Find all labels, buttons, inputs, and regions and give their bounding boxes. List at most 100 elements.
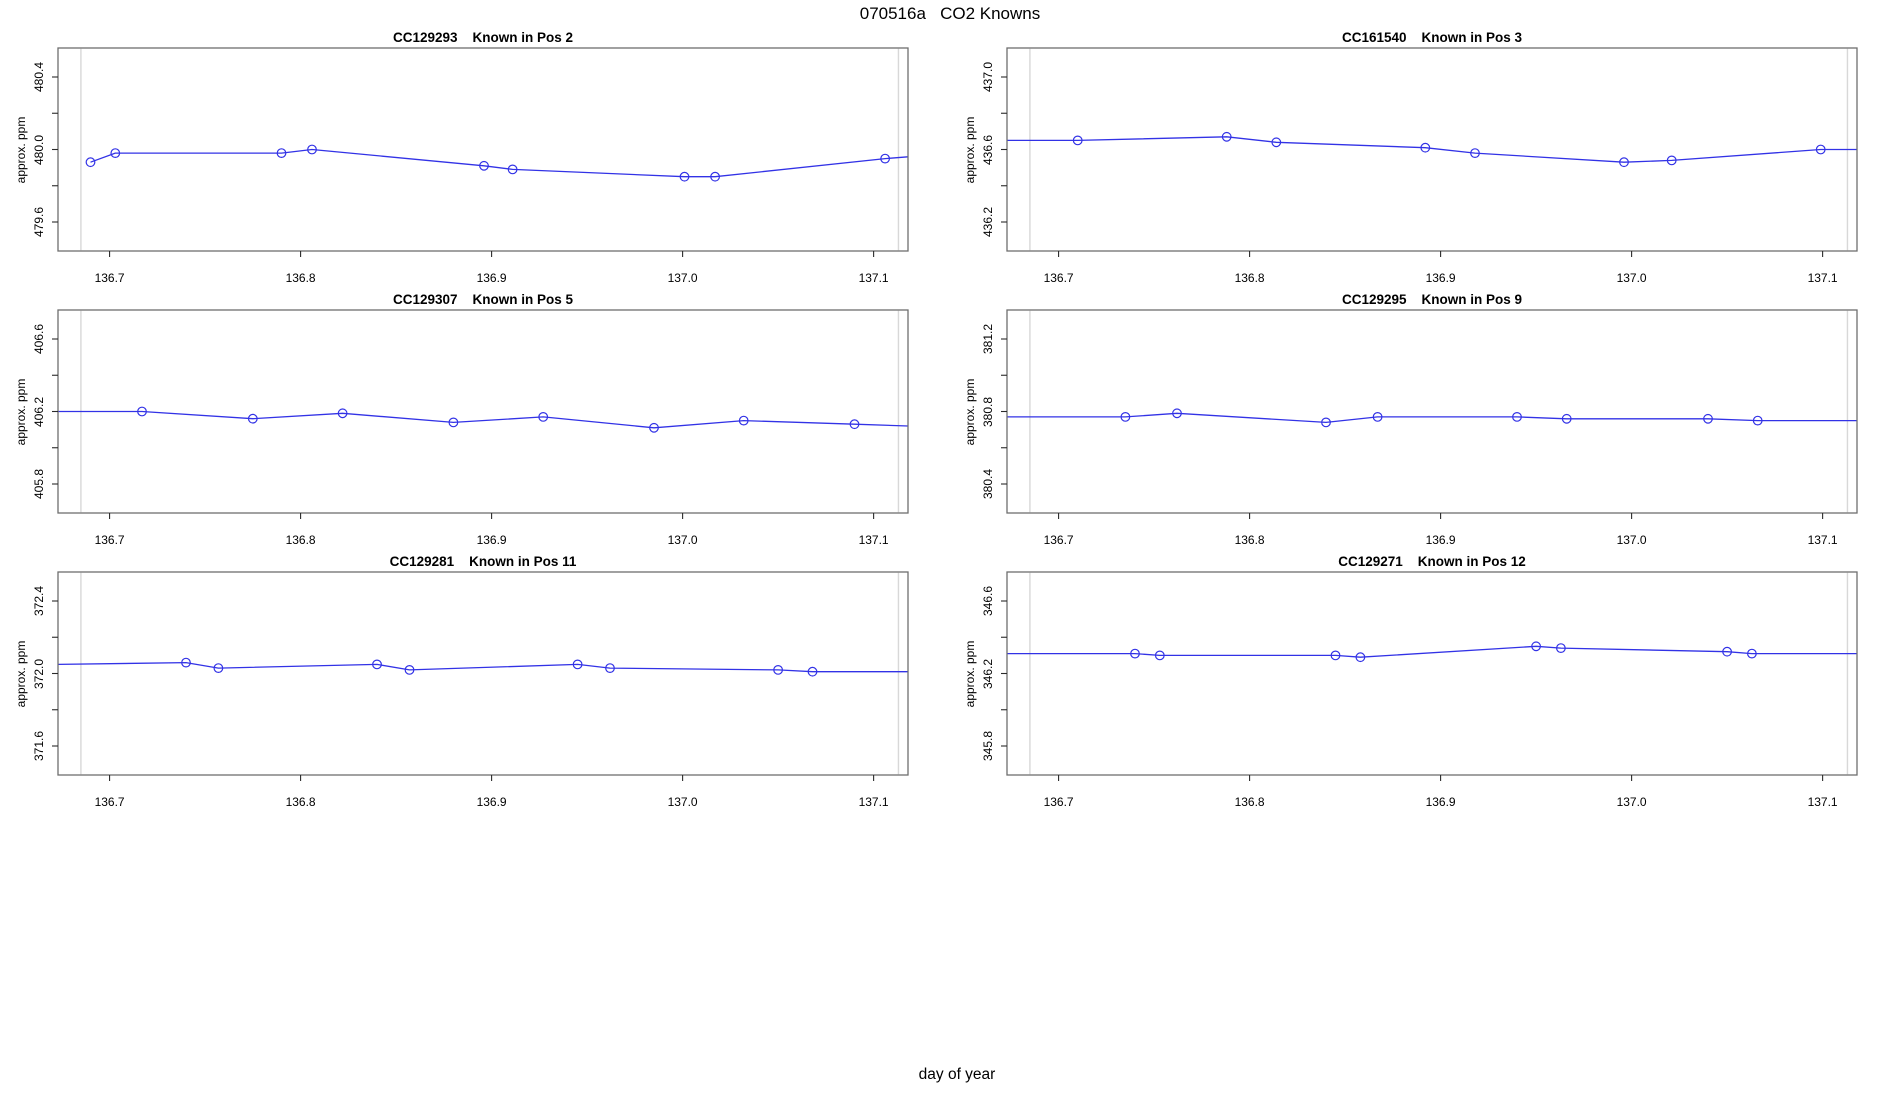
data-point [1172,408,1182,419]
y-tick-label: 436.2 [981,206,995,238]
y-tick-label: 346.6 [981,585,995,617]
y-tick-label: 345.8 [981,730,995,762]
x-tick-label: 136.9 [1425,533,1456,547]
data-point [1531,641,1541,652]
data-point [738,415,749,426]
data-point [448,417,459,428]
data-point [1154,650,1165,661]
x-tick-label: 136.9 [476,795,507,809]
data-line [90,148,909,178]
data-point [213,663,224,673]
y-tick-label: 381.2 [981,323,995,355]
data-point [1561,413,1572,424]
data-point [372,659,382,670]
x-tick-label: 136.8 [285,533,316,547]
chart-plot-pos9 [1001,309,1858,519]
x-tick-label: 136.7 [1043,533,1074,547]
data-point [1221,131,1232,142]
data-point [1130,648,1140,659]
data-point [181,657,191,668]
y-tick-label: 436.6 [981,134,995,165]
y-axis-title: approx. ppm [963,378,977,445]
data-point [880,153,890,164]
panel-title: CC129293 Known in Pos 2 [392,30,574,45]
y-tick-label: 371.6 [32,730,46,762]
x-tick-label: 137.1 [1807,271,1838,285]
data-point [710,171,720,182]
data-point [572,659,583,670]
data-point [1666,155,1677,166]
data-point [649,422,659,433]
panel-title: CC129295 Known in Pos 9 [1341,292,1523,307]
data-point [773,664,783,675]
data-point [1747,648,1757,659]
y-tick-label: 405.8 [32,468,46,500]
x-tick-label: 137.0 [667,795,698,809]
data-point [1072,135,1083,146]
data-point [807,666,818,677]
x-tick-label: 137.1 [1807,795,1838,809]
data-point [137,406,147,417]
data-point [1752,415,1763,426]
x-tick-label: 137.0 [1616,271,1647,285]
chart-plot-pos12 [1001,571,1858,781]
data-point [507,164,518,175]
y-axis-title: approx. ppm [14,116,28,183]
data-point [337,408,348,419]
x-tick-label: 136.8 [285,795,316,809]
data-point [1512,411,1522,422]
data-point [1815,144,1826,155]
panel-title: CC161540 Known in Pos 3 [1341,30,1523,45]
data-line [1007,412,1857,424]
data-point [1703,413,1713,424]
x-tick-label: 136.8 [1234,271,1265,285]
data-point [538,411,549,422]
panel-title: CC129307 Known in Pos 5 [392,292,574,307]
y-axis-title: approx. ppm [963,640,977,707]
y-tick-label: 406.6 [32,323,46,355]
y-tick-label: 479.6 [32,206,46,238]
y-tick-label: 380.4 [981,468,995,500]
data-point [849,419,860,430]
x-tick-label: 136.7 [1043,271,1074,285]
plot-box [1006,309,1858,514]
y-tick-label: 372.4 [32,585,46,617]
data-point [276,148,287,158]
x-tick-label: 137.1 [858,795,889,809]
chart-plot-pos3 [1001,47,1858,257]
x-tick-label: 137.1 [858,271,889,285]
x-tick-label: 136.9 [476,271,507,285]
data-line [58,410,909,429]
data-point [1120,411,1131,422]
data-point [1355,652,1366,663]
x-tick-label: 137.1 [1807,533,1838,547]
data-point [1372,411,1383,422]
x-tick-label: 136.9 [1425,795,1456,809]
x-tick-label: 136.7 [94,533,125,547]
y-tick-label: 372.0 [32,658,46,689]
data-point [404,664,415,675]
figure-title: 070516a CO2 Knowns [859,4,1041,23]
data-point [85,157,96,168]
data-point [1321,417,1331,428]
data-point [1420,142,1431,153]
chart-plot-pos5 [52,309,909,519]
data-point [605,663,615,673]
plot-box [57,47,909,252]
x-tick-label: 136.9 [1425,271,1456,285]
y-tick-label: 380.8 [981,396,995,427]
y-tick-label: 406.2 [32,396,46,427]
y-axis-title: approx. ppm [14,378,28,445]
data-line [1007,136,1857,163]
x-tick-label: 137.0 [1616,533,1647,547]
data-point [1556,643,1566,653]
chart-plot-pos2 [52,47,909,257]
x-tick-label: 136.8 [1234,795,1265,809]
y-tick-label: 480.0 [32,134,46,165]
x-axis-title: day of year [918,1066,996,1083]
panel-title: CC129271 Known in Pos 12 [1338,554,1526,569]
data-point [110,148,121,158]
data-point [1619,157,1629,168]
y-tick-label: 346.2 [981,658,995,689]
